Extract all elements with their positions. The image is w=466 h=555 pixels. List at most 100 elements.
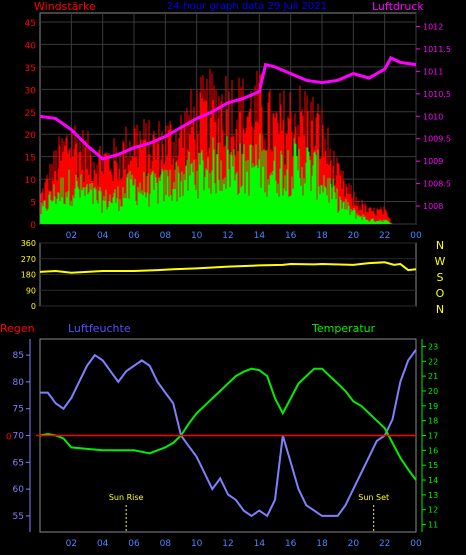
panel-2-grid — [40, 242, 416, 307]
humidity-series-label: Luftfeuchte — [68, 322, 131, 335]
x-tick-label: 20 — [348, 231, 360, 241]
temperature-line — [39, 367, 417, 481]
temperature-tick-label: 14 — [428, 476, 438, 485]
temperature-tick-label: 18 — [428, 417, 438, 426]
x-tick-label: 12 — [222, 539, 233, 549]
pressure-tick-label: 1012 — [423, 22, 443, 31]
temperature-y-ticks: 11 12 13 14 15 16 17 18 19 20 21 22 23 — [421, 339, 438, 532]
wind-tick-label: 15 — [25, 154, 36, 164]
x-tick-label: 02 — [66, 539, 77, 549]
panel-2-series — [39, 261, 417, 274]
direction-tick-label: 90 — [26, 286, 36, 295]
chart-title: 24-hour graph data 29 Juli 2021 — [167, 1, 327, 12]
humidity-tick-label: 65 — [13, 458, 24, 468]
rain-zero-label: 0 — [6, 433, 12, 443]
wind-tick-label: 35 — [25, 64, 36, 74]
humidity-line — [40, 349, 417, 518]
temperature-tick-label: 23 — [428, 342, 438, 351]
x-tick-label: 22 — [379, 539, 390, 549]
wind-tick-label: 40 — [25, 41, 37, 51]
pressure-line — [39, 55, 417, 161]
humidity-tick-label: 60 — [13, 485, 25, 495]
temperature-tick-label: 17 — [428, 432, 438, 441]
x-tick-label: 04 — [97, 231, 109, 241]
x-tick-label: 18 — [316, 539, 328, 549]
sunrise-label: Sun Rise — [109, 493, 144, 502]
temperature-tick-label: 13 — [428, 491, 438, 500]
humidity-y-ticks: 55 60 65 70 75 80 85 — [13, 339, 31, 532]
pressure-tick-label: 1009.5 — [423, 135, 451, 144]
humidity-tick-label: 85 — [13, 351, 24, 361]
pressure-tick-label: 1008.5 — [423, 180, 451, 189]
x-tick-label: 16 — [285, 539, 297, 549]
pressure-tick-label: 1011 — [423, 67, 443, 76]
pressure-tick-label: 1010 — [423, 112, 443, 121]
temperature-tick-label: 22 — [428, 357, 438, 366]
x-tick-label: 16 — [285, 231, 297, 241]
sunset-label: Sun Set — [358, 493, 389, 502]
wind-tick-label: 45 — [25, 19, 36, 29]
wind-tick-label: 30 — [25, 86, 37, 96]
x-tick-label: 10 — [191, 231, 203, 241]
x-tick-label: 22 — [379, 231, 390, 241]
x-tick-label: 14 — [254, 231, 266, 241]
wind-tick-label: 10 — [25, 176, 37, 186]
humidity-temperature-panel: 0 55 60 65 70 75 80 85 11 12 13 14 15 16 17 18 19 20 21 2… — [0, 322, 438, 549]
pressure-y-ticks: 1008 1008.5 1009 1009.5 1010 1010.5 1011 1011.5… — [416, 22, 451, 211]
x-tick-label: 08 — [160, 539, 172, 549]
x-tick-label: 14 — [254, 539, 266, 549]
wind-y-ticks: 0 5 10 15 20 25 30 35 40 45 — [25, 19, 37, 231]
temperature-tick-label: 12 — [428, 506, 438, 515]
temperature-tick-label: 20 — [428, 387, 438, 396]
sun-markers: Sun Rise Sun Set — [109, 493, 389, 532]
humidity-tick-label: 75 — [13, 405, 24, 415]
x-tick-label: 20 — [348, 539, 360, 549]
direction-tick-label: 0 — [31, 302, 36, 311]
direction-y-ticks: 0 90 180 270 360 — [21, 239, 36, 311]
x-tick-label: 10 — [191, 539, 203, 549]
compass-label: O — [436, 287, 445, 300]
direction-tick-label: 360 — [21, 239, 36, 248]
compass-label: S — [437, 271, 444, 284]
direction-line — [39, 261, 417, 274]
temperature-series-label: Temperatur — [311, 322, 376, 335]
humidity-tick-label: 80 — [13, 378, 25, 388]
compass-label: W — [435, 255, 446, 268]
pressure-tick-label: 1008 — [423, 202, 443, 211]
pressure-tick-label: 1011.5 — [423, 45, 451, 54]
rain-axis-label: Regen — [0, 322, 35, 335]
panel-3-series: 0 — [6, 349, 417, 518]
temperature-tick-label: 16 — [428, 446, 438, 455]
direction-tick-label: 180 — [21, 271, 36, 280]
x-tick-label: 02 — [66, 231, 77, 241]
pressure-tick-label: 1009 — [423, 157, 443, 166]
temperature-tick-label: 11 — [428, 521, 438, 530]
temperature-tick-label: 21 — [428, 372, 438, 381]
humidity-tick-label: 70 — [13, 432, 25, 442]
wind-tick-label: 20 — [25, 131, 37, 141]
x-tick-label: 00 — [410, 231, 422, 241]
x-tick-label: 00 — [410, 539, 422, 549]
wind-bars — [40, 133, 393, 224]
temperature-tick-label: 19 — [428, 402, 438, 411]
x-tick-label: 04 — [97, 539, 109, 549]
pressure-axis-label: Luftdruck — [372, 0, 424, 13]
wind-tick-label: 5 — [30, 199, 36, 209]
compass-label: N — [436, 303, 444, 316]
wind-axis-label: Windstärke — [34, 0, 96, 13]
temperature-tick-label: 15 — [428, 461, 438, 470]
humidity-tick-label: 55 — [13, 512, 24, 522]
panel-3-x-ticks: 02 04 06 08 10 12 14 16 18 20 22 00 — [66, 539, 422, 549]
compass-label: N — [436, 239, 444, 252]
wind-tick-label: 25 — [25, 109, 36, 119]
panel-1-x-ticks: 02 04 06 08 10 12 14 16 18 20 22 00 — [66, 231, 422, 241]
x-tick-label: 06 — [128, 539, 140, 549]
x-tick-label: 08 — [160, 231, 172, 241]
direction-tick-label: 270 — [21, 255, 36, 264]
wind-tick-label: 0 — [30, 221, 36, 231]
panel-1-series — [39, 55, 417, 224]
